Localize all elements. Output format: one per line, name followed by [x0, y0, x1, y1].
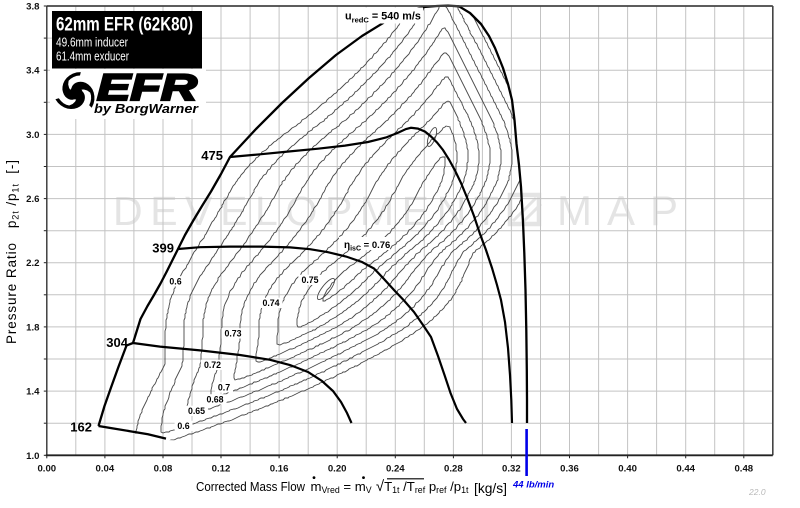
svg-text:0.73: 0.73: [224, 329, 241, 339]
svg-text:62mm EFR (62K80): 62mm EFR (62K80): [56, 15, 193, 36]
svg-text:2.6: 2.6: [26, 194, 39, 205]
svg-text:0.65: 0.65: [188, 406, 205, 416]
svg-text:1.0: 1.0: [26, 451, 39, 462]
svg-text:44 lb/min: 44 lb/min: [512, 480, 554, 491]
svg-text:0.28: 0.28: [444, 463, 463, 474]
svg-text:49.6mm inducer: 49.6mm inducer: [56, 35, 129, 50]
svg-text:0.72: 0.72: [204, 360, 221, 370]
svg-text:0.16: 0.16: [270, 463, 289, 474]
svg-text:3.8: 3.8: [26, 2, 40, 13]
svg-text:mVred = mV √T1t /Tref pref /p1: mVred = mV √T1t /Tref pref /p1t: [311, 478, 470, 495]
svg-text:0.7: 0.7: [218, 383, 230, 393]
svg-text:Corrected Mass Flow: Corrected Mass Flow: [196, 479, 305, 494]
svg-text:0.6: 0.6: [169, 277, 181, 287]
svg-text:3.4: 3.4: [26, 66, 40, 77]
svg-text:399: 399: [152, 241, 174, 256]
svg-text:1.4: 1.4: [26, 387, 40, 398]
svg-text:2.2: 2.2: [26, 258, 39, 269]
svg-text:0.20: 0.20: [328, 463, 347, 474]
svg-text:0.00: 0.00: [37, 463, 56, 474]
svg-text:0.74: 0.74: [262, 298, 279, 308]
svg-text:by BorgWarner: by BorgWarner: [94, 101, 199, 116]
svg-text:162: 162: [70, 420, 92, 435]
svg-text:0.68: 0.68: [206, 395, 223, 405]
svg-text:0.32: 0.32: [502, 463, 521, 474]
svg-text:0.44: 0.44: [676, 463, 695, 474]
svg-text:0.40: 0.40: [618, 463, 637, 474]
svg-text:0.08: 0.08: [154, 463, 173, 474]
svg-text:61.4mm exducer: 61.4mm exducer: [56, 49, 130, 64]
svg-text:1.8: 1.8: [26, 322, 40, 333]
svg-text:[kg/s]: [kg/s]: [474, 481, 507, 496]
svg-text:0.04: 0.04: [96, 463, 115, 474]
svg-text:MAP: MAP: [557, 187, 693, 234]
svg-text:0.6: 0.6: [177, 421, 189, 431]
svg-text:Pressure Ratio p2t /p1t [-]: Pressure Ratio p2t /p1t [-]: [4, 159, 20, 344]
svg-text:22.0: 22.0: [748, 487, 766, 497]
svg-text:304: 304: [106, 335, 128, 350]
svg-text:0.24: 0.24: [386, 463, 405, 474]
svg-text:0.12: 0.12: [212, 463, 231, 474]
svg-text:0.48: 0.48: [734, 463, 753, 474]
svg-text:475: 475: [201, 148, 223, 163]
svg-text:EFR: EFR: [97, 67, 197, 108]
svg-text:0.36: 0.36: [560, 463, 579, 474]
svg-text:0.75: 0.75: [301, 275, 318, 285]
svg-text:3.0: 3.0: [26, 130, 39, 141]
